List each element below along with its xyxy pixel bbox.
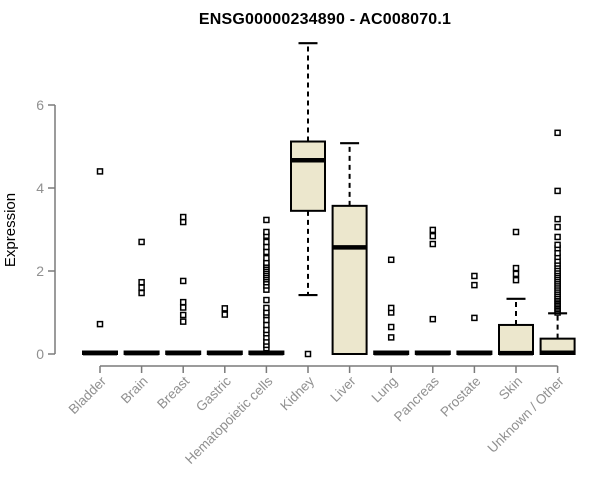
outlier-point [263, 254, 270, 262]
outlier-point [429, 240, 437, 248]
outlier-point [429, 315, 437, 323]
outlier-point [138, 284, 145, 291]
boxplot-lung [373, 256, 410, 356]
x-tick-label: Breast [154, 373, 192, 411]
outlier-point [263, 216, 270, 224]
outlier-point [512, 270, 520, 278]
outlier-point [263, 304, 270, 312]
y-axis-title: Expression [2, 193, 19, 267]
outlier-point [512, 264, 520, 272]
outlier-point [387, 323, 395, 331]
outlier-point [554, 129, 561, 137]
boxplot-liver [331, 142, 368, 355]
outlier-point [263, 228, 270, 236]
boxplot-unknown-other [539, 129, 576, 356]
y-tick-label: 0 [36, 346, 44, 362]
x-tick-label: Lung [368, 374, 400, 406]
outlier-point [263, 238, 270, 246]
outlier-point [179, 298, 187, 306]
outlier-point [512, 276, 520, 284]
outlier-point [179, 318, 187, 325]
y-axis: 0 2 4 6 [36, 97, 56, 362]
outlier-point [387, 256, 395, 264]
outlier-point [96, 168, 104, 175]
outlier-point [554, 215, 561, 223]
outlier-point [512, 228, 520, 236]
x-tick-label: Prostate [437, 374, 483, 420]
boxplot-breast [165, 213, 202, 356]
y-tick-label: 6 [36, 97, 44, 113]
boxplot-bladder [82, 168, 118, 356]
y-tick-label: 4 [36, 180, 44, 196]
outlier-point [429, 226, 437, 234]
outlier-point [263, 296, 270, 304]
y-tick-label: 2 [36, 263, 44, 279]
x-tick-label: Bladder [66, 373, 110, 417]
boxplot-hematopoietic-cells [248, 216, 285, 356]
outlier-point [554, 223, 561, 231]
x-tick-label: Kidney [277, 373, 317, 413]
outlier-point [554, 187, 561, 195]
outlier-point [179, 213, 187, 221]
outlier-point [471, 281, 478, 289]
boxplot-kidney [290, 42, 326, 358]
outlier-point [304, 350, 312, 358]
outlier-point [387, 334, 395, 341]
x-tick-label: Liver [327, 373, 359, 405]
outlier-point [138, 278, 145, 286]
outlier-point [429, 232, 437, 240]
x-tick-label: Gastric [193, 373, 234, 414]
outlier-point [138, 238, 145, 246]
boxplot-pancreas [414, 226, 451, 356]
outlier-point [471, 314, 478, 322]
boxplot-prostate [456, 272, 493, 356]
boxplot-brain [123, 238, 160, 356]
chart-title: ENSG00000234890 - AC008070.1 [199, 11, 451, 28]
outlier-point [221, 305, 229, 312]
x-tick-label: Skin [496, 374, 525, 403]
outlier-point [387, 304, 395, 312]
box [498, 323, 534, 356]
boxplot-series [82, 42, 576, 358]
box [331, 204, 368, 355]
outlier-point [471, 272, 478, 280]
boxplot-gastric [206, 305, 243, 356]
outlier-point [554, 241, 561, 249]
outlier-point [138, 289, 145, 297]
outlier-point [179, 304, 187, 311]
x-tick-label: Pancreas [391, 373, 442, 424]
outlier-point [179, 311, 187, 319]
outlier-point [179, 277, 187, 285]
x-tick-label: Brain [118, 374, 151, 407]
box [290, 140, 326, 212]
outlier-point [96, 320, 104, 328]
outlier-point [554, 233, 561, 241]
x-tick-label: Unknown / Other [484, 373, 567, 456]
boxplot-skin [498, 228, 534, 356]
outlier-point [221, 311, 229, 318]
